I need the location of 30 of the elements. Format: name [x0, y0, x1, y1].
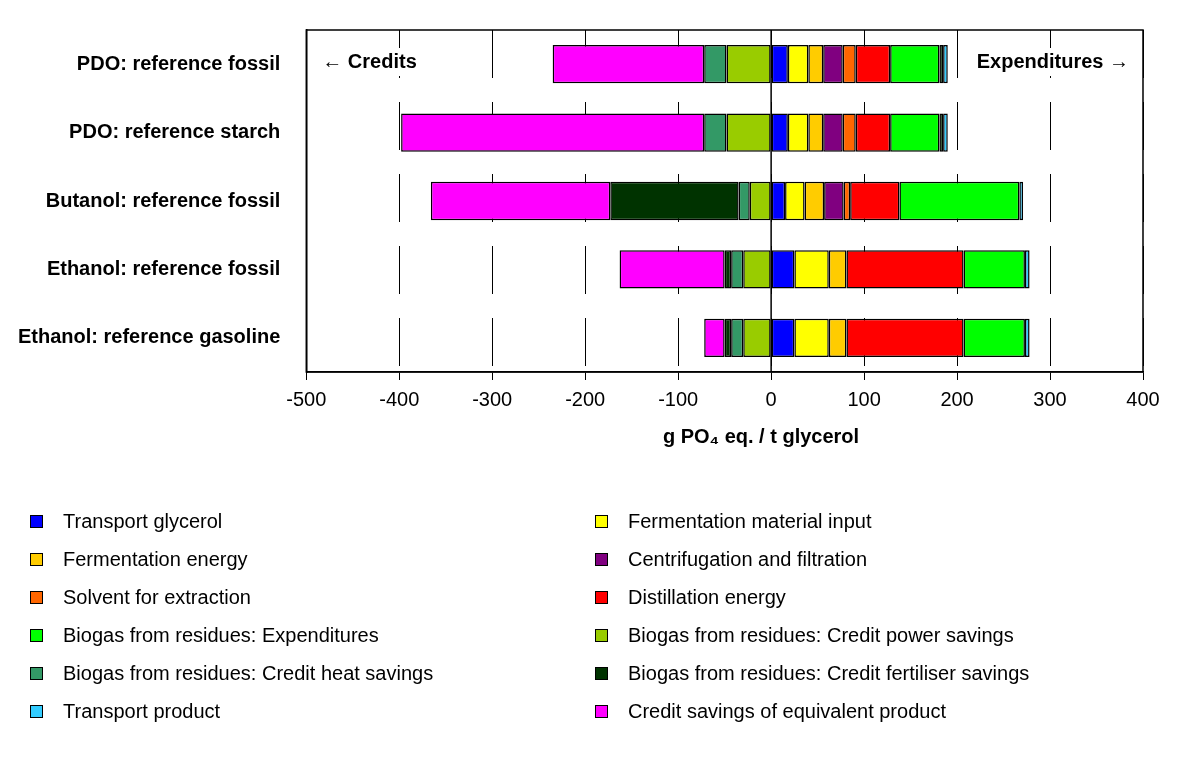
y-tick-label: Ethanol: reference gasoline — [18, 325, 281, 348]
y-tick-label: Butanol: reference fossil — [45, 188, 281, 211]
x-tick-label: 100 — [847, 387, 881, 410]
x-tick-label: -400 — [379, 387, 420, 410]
legend-label: Fermentation material input — [628, 509, 872, 533]
x-tick-label: -100 — [658, 387, 699, 410]
x-tick-label: -300 — [472, 387, 513, 410]
x-tick-label: 0 — [765, 387, 777, 410]
y-tick-label: Ethanol: reference fossil — [46, 256, 281, 279]
annotation: Expenditures → — [976, 49, 1129, 72]
x-tick-label: -500 — [286, 387, 327, 410]
y-tick-label: PDO: reference starch — [69, 120, 281, 143]
annotation: ← Credits — [322, 49, 417, 72]
x-tick-label: 300 — [1033, 387, 1067, 410]
legend-label: Distillation energy — [628, 585, 786, 609]
legend-label: Biogas from residues: Credit power savings — [628, 623, 1014, 647]
legend-label: Biogas from residues: Expenditures — [63, 623, 379, 647]
legend-label: Biogas from residues: Credit fertiliser savings — [628, 661, 1030, 685]
legend-label: Solvent for extraction — [63, 585, 251, 609]
x-axis-title: g PO₄ eq. / t glycerol — [661, 425, 861, 448]
legend-label: Credit savings of equivalent product — [628, 699, 946, 723]
legend-label: Fermentation energy — [63, 547, 248, 571]
legend-label: Biogas from residues: Credit heat savings — [63, 661, 434, 685]
legend-label: Centrifugation and filtration — [628, 547, 868, 571]
legend-label: Transport product — [63, 699, 221, 723]
x-tick-label: 200 — [940, 387, 974, 410]
x-tick-label: 400 — [1126, 387, 1160, 410]
legend-label: Transport glycerol — [63, 509, 223, 533]
y-tick-label: PDO: reference fossil — [76, 51, 281, 74]
x-tick-label: -200 — [565, 387, 606, 410]
